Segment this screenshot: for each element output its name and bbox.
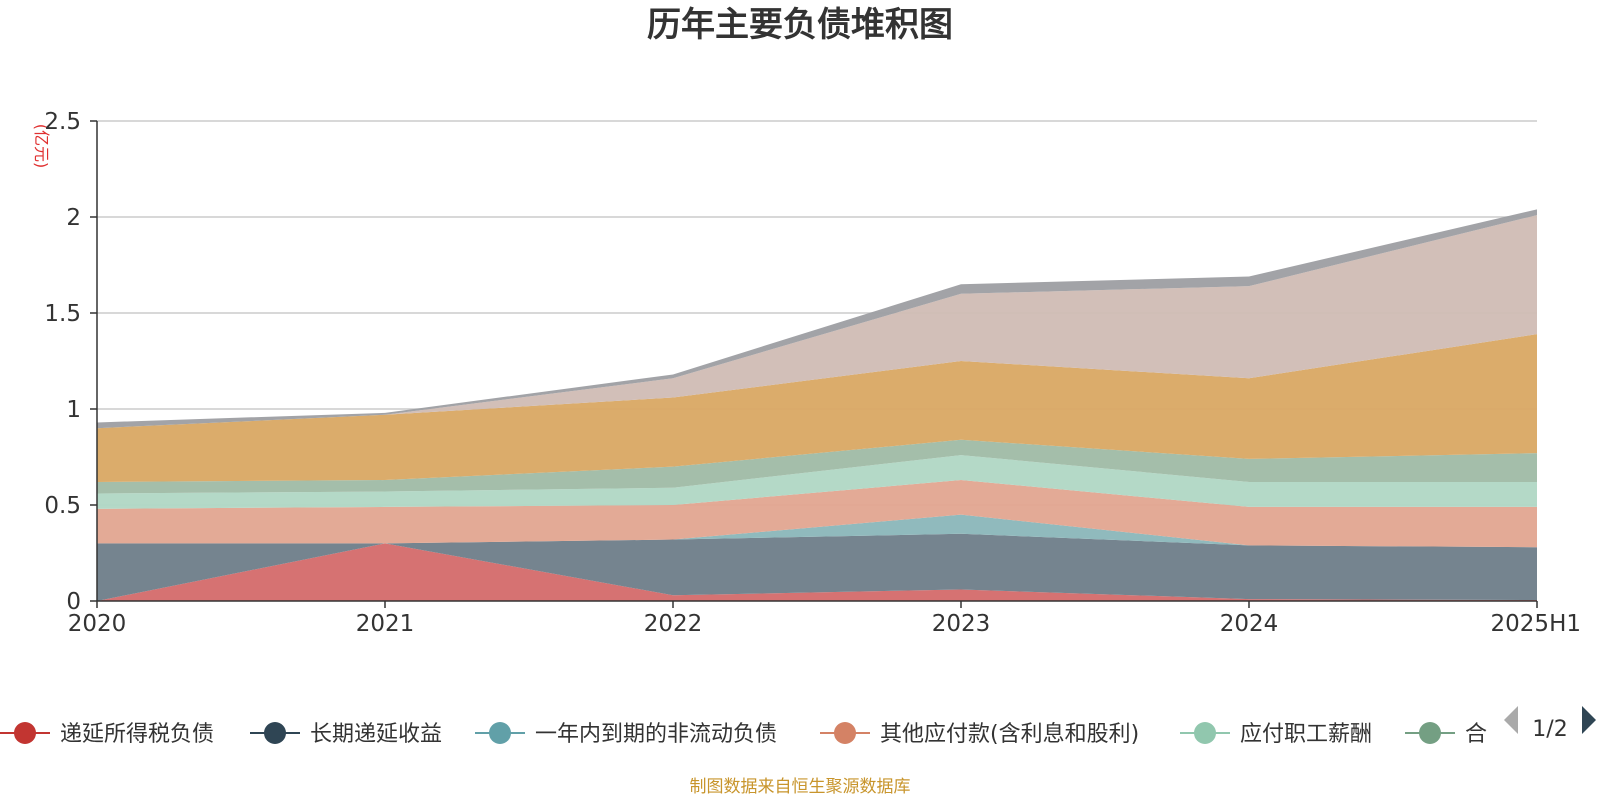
x-tick-label: 2024 — [1220, 611, 1279, 637]
area-series-4 — [97, 455, 1537, 509]
axes: 0 0.5 1 1.5 2 2.5 2020 2021 2022 2023 2024 2025H1 — [44, 109, 1581, 637]
area-series-6 — [97, 334, 1537, 482]
legend-item[interactable]: 其他应付款(含利息和股利) — [820, 722, 1139, 747]
legend-label: 长期递延收益 — [310, 722, 442, 747]
data-source-note: 制图数据来自恒生聚源数据库 — [690, 777, 911, 797]
legend-label: 一年内到期的非流动负债 — [535, 722, 777, 747]
x-tick-label: 2020 — [68, 611, 127, 637]
legend-label: 递延所得税负债 — [60, 722, 214, 747]
y-tick-label: 0.5 — [44, 493, 81, 519]
legend-page-indicator: 1/2 — [1532, 717, 1567, 742]
area-series-5 — [97, 439, 1537, 494]
x-tick-label: 2025H1 — [1491, 611, 1581, 637]
area-series-group — [97, 209, 1537, 601]
area-series-2 — [97, 514, 1537, 548]
legend-circle-marker — [14, 722, 36, 744]
legend-circle-marker — [834, 722, 856, 744]
x-tick-label: 2023 — [932, 611, 991, 637]
y-tick-label: 0 — [66, 589, 81, 615]
area-series-0 — [97, 543, 1537, 601]
legend-item[interactable]: 长期递延收益 — [250, 722, 442, 747]
y-tick-label: 1.5 — [44, 301, 81, 327]
y-tick-label: 2 — [66, 205, 81, 231]
legend-label: 应付职工薪酬 — [1240, 722, 1372, 747]
y-axis-unit-label: (亿元) — [32, 124, 51, 169]
legend-item[interactable]: 递延所得税负债 — [0, 722, 214, 747]
area-series-1 — [97, 533, 1537, 601]
y-tick-label: 2.5 — [44, 109, 81, 135]
legend-circle-marker — [1419, 722, 1441, 744]
chart-title: 历年主要负债堆积图 — [647, 5, 953, 45]
y-tick-label: 1 — [66, 397, 81, 423]
area-series-7 — [97, 215, 1537, 429]
x-tick-label: 2021 — [356, 611, 415, 637]
legend-item[interactable]: 一年内到期的非流动负债 — [475, 722, 777, 747]
legend: 递延所得税负债 长期递延收益 一年内到期的非流动负债 其他应付款(含利息和股利) 应付职… — [0, 722, 1487, 747]
legend-item[interactable]: 合 — [1405, 722, 1487, 747]
x-tick-label: 2022 — [644, 611, 703, 637]
legend-circle-marker — [489, 722, 511, 744]
legend-label: 合 — [1465, 722, 1487, 747]
legend-next-page-icon[interactable] — [1582, 706, 1596, 734]
legend-circle-marker — [264, 722, 286, 744]
area-series-3 — [97, 480, 1537, 548]
legend-prev-page-icon[interactable] — [1504, 706, 1518, 734]
legend-item[interactable]: 应付职工薪酬 — [1180, 722, 1372, 747]
legend-label: 其他应付款(含利息和股利) — [880, 722, 1139, 747]
legend-circle-marker — [1194, 722, 1216, 744]
